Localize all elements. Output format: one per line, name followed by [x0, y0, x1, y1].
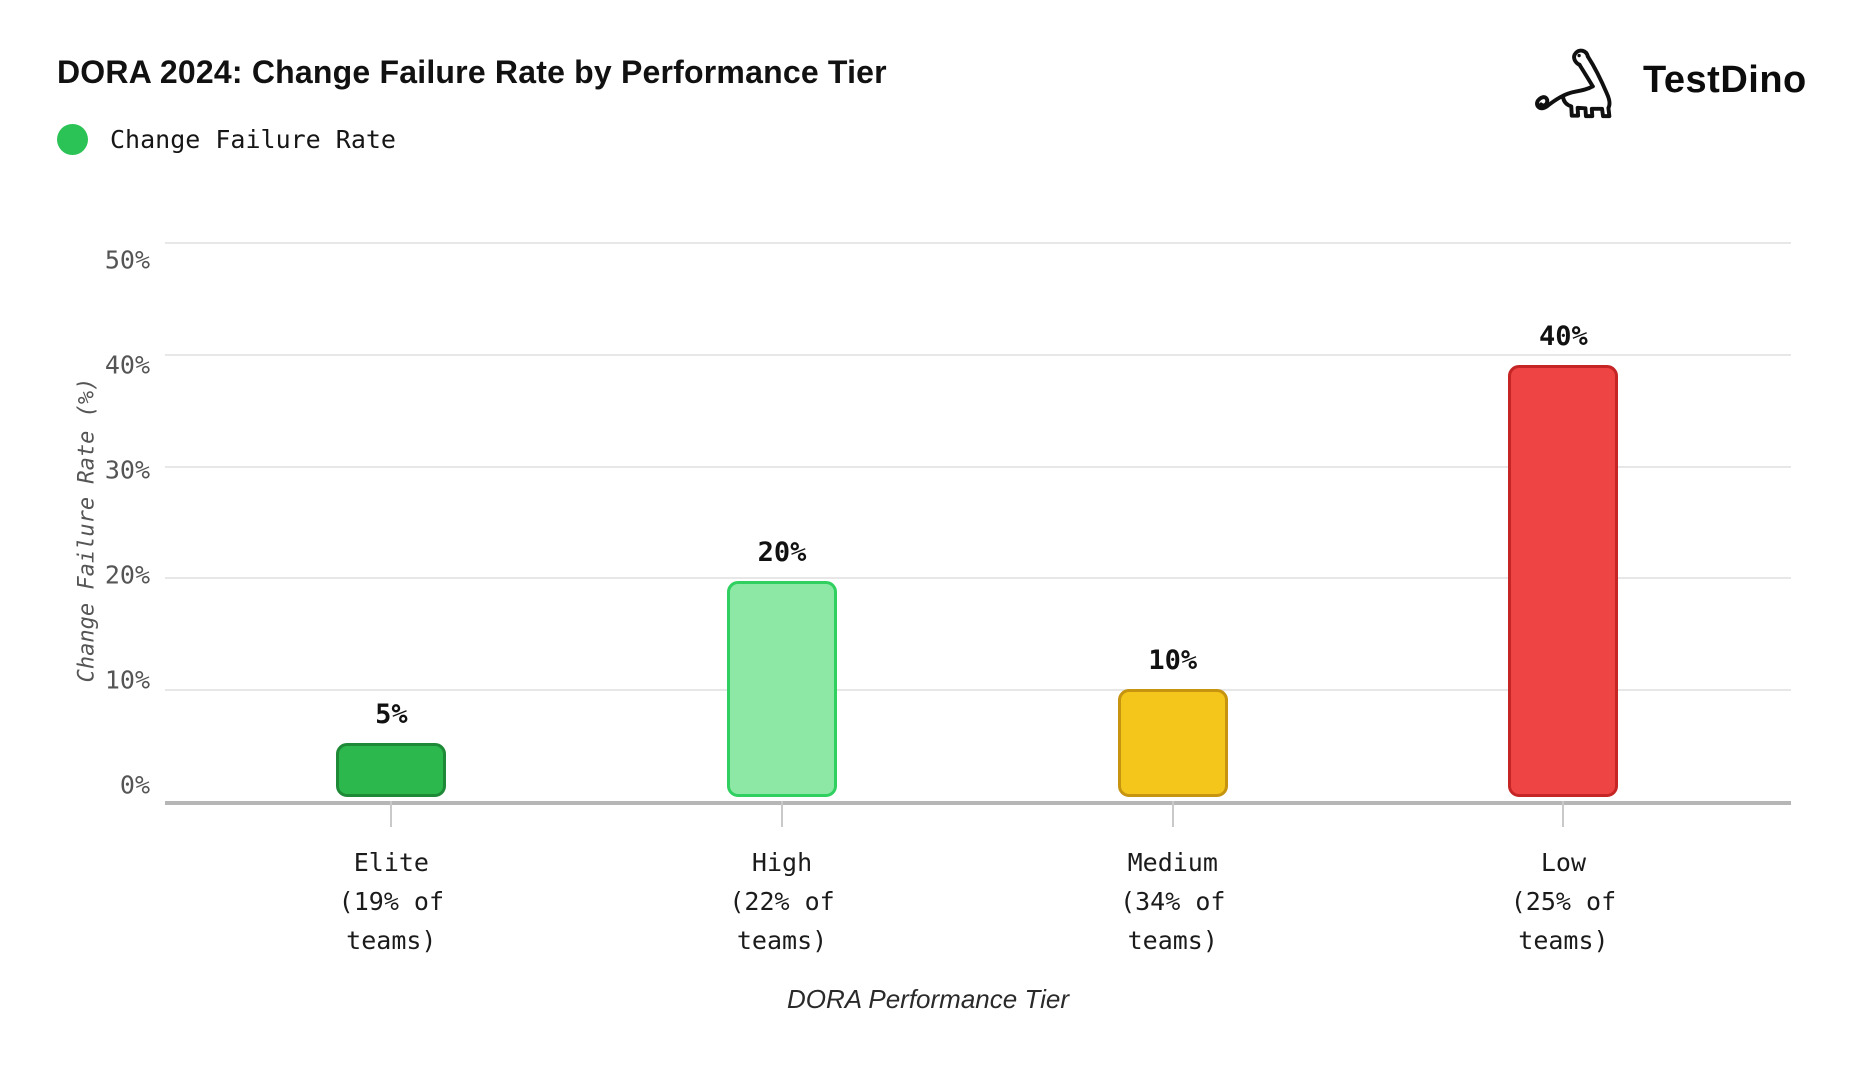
gridline	[165, 577, 1791, 579]
bar-value-label: 20%	[757, 537, 807, 568]
x-category-label: High (22% of teams)	[729, 848, 835, 955]
gridline	[165, 689, 1791, 691]
bar-medium[interactable]	[1118, 689, 1228, 797]
dinosaur-icon	[1533, 38, 1633, 122]
bar-value-label: 5%	[375, 699, 408, 730]
gridline	[165, 466, 1791, 468]
y-tick-label: 20%	[104, 560, 150, 590]
x-category-label: Low (25% of teams)	[1510, 848, 1617, 955]
x-tick-mark	[1172, 801, 1174, 827]
chart-title: DORA 2024: Change Failure Rate by Perfor…	[57, 54, 887, 90]
x-axis-line	[165, 801, 1791, 805]
brand-logo: TestDino	[1533, 38, 1807, 122]
x-tick-mark	[390, 801, 392, 827]
x-axis-title: DORA Performance Tier	[787, 984, 1069, 1014]
brand-name: TestDino	[1643, 58, 1807, 101]
x-tick-mark	[781, 801, 783, 827]
y-tick-label: 30%	[104, 455, 150, 485]
bar-high[interactable]	[727, 581, 837, 797]
legend-label: Change Failure Rate	[110, 125, 396, 154]
gridline	[165, 354, 1791, 356]
bar-value-label: 40%	[1539, 321, 1588, 352]
y-tick-label: 40%	[104, 350, 150, 380]
y-tick-label: 50%	[104, 245, 150, 275]
bar-value-label: 10%	[1148, 645, 1198, 676]
legend-swatch-icon	[57, 124, 88, 155]
x-tick-mark	[1562, 801, 1564, 827]
bar-low[interactable]	[1508, 365, 1618, 797]
chart-legend[interactable]: Change Failure Rate	[57, 124, 396, 155]
x-category-label: Medium (34% of teams)	[1120, 848, 1226, 955]
x-category-label: Elite (19% of teams)	[338, 848, 445, 955]
y-tick-label: 0%	[119, 770, 150, 800]
gridline	[165, 242, 1791, 244]
y-axis-title: Change Failure Rate (%)	[74, 377, 100, 683]
bar-elite[interactable]	[336, 743, 446, 797]
y-tick-label: 10%	[104, 665, 150, 695]
